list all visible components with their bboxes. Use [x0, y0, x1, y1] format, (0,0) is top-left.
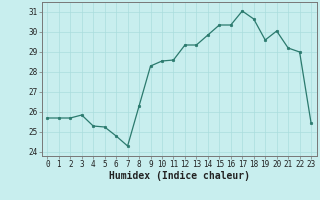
X-axis label: Humidex (Indice chaleur): Humidex (Indice chaleur): [109, 171, 250, 181]
